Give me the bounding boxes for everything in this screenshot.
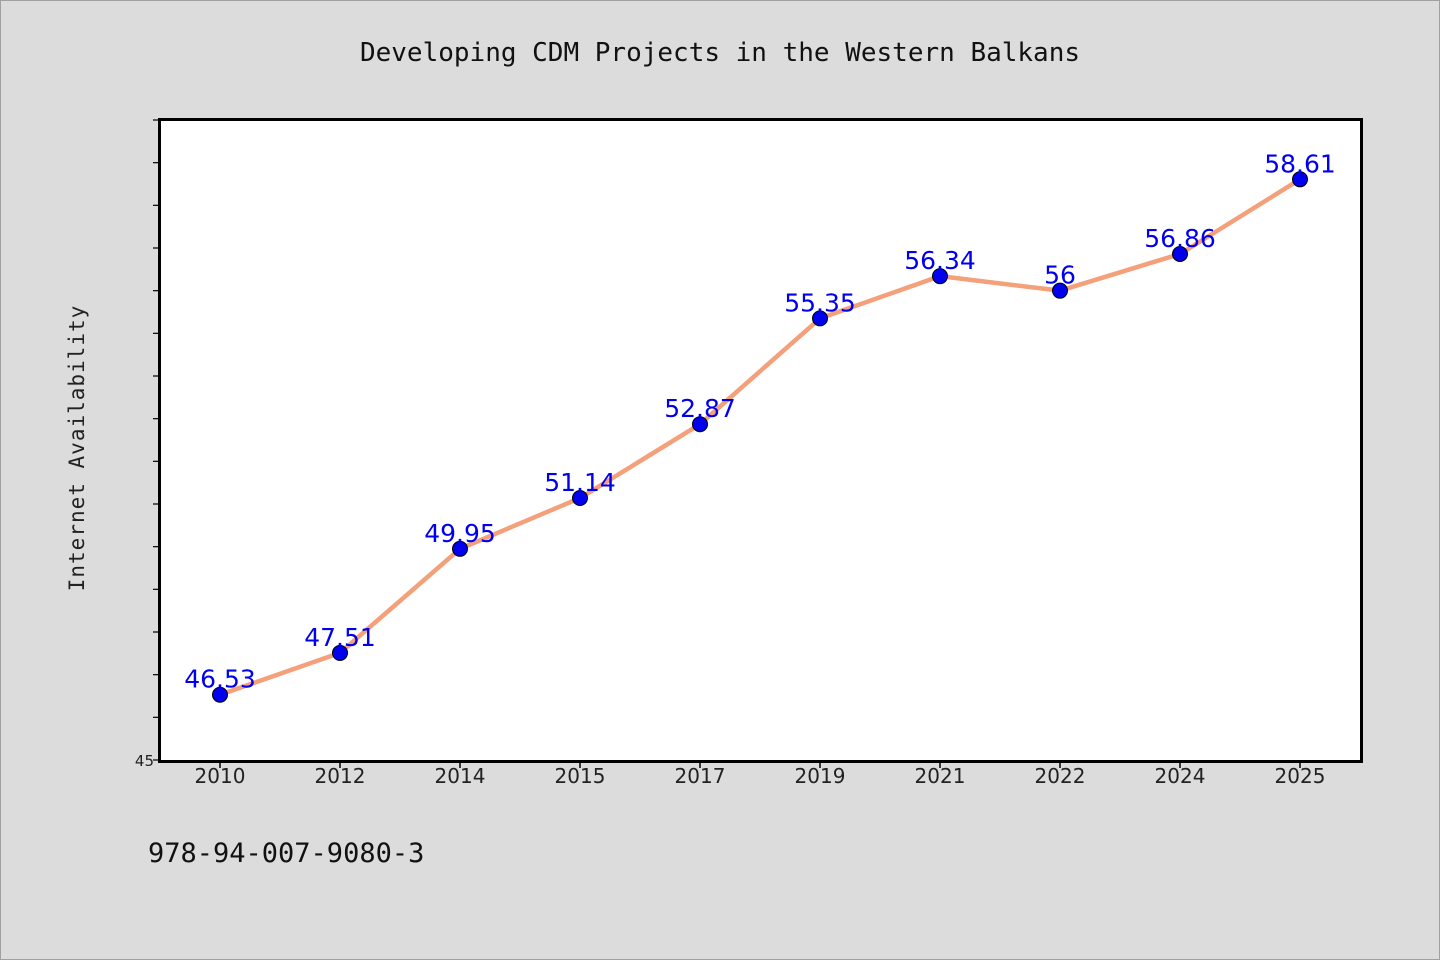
data-point [1292,171,1308,188]
chart-title: Developing CDM Projects in the Western B… [360,38,1080,68]
data-point [812,310,828,327]
y-tick-label: 45 [135,752,154,770]
y-axis-ticks: 45 [135,119,160,770]
data-point [212,686,228,703]
data-label: 46.53 [184,665,256,694]
data-label: 56.86 [1144,224,1216,253]
data-point [1172,245,1188,262]
data-label: 55.35 [784,288,856,317]
data-label: 52.87 [664,394,736,423]
data-label: 51.14 [544,468,616,497]
x-tick-label: 2022 [1035,764,1086,788]
y-axis-label: Internet Availability [65,305,89,592]
data-label: 47.51 [304,623,376,652]
data-point [452,540,468,557]
data-point [932,268,948,285]
x-tick-label: 2017 [675,764,726,788]
data-point [572,490,588,507]
data-label: 49.95 [424,519,496,548]
x-tick-label: 2012 [315,764,366,788]
x-tick-label: 2024 [1155,764,1206,788]
data-label: 56.34 [904,246,976,275]
data-point [332,644,348,661]
data-label: 58.61 [1264,149,1336,178]
x-axis: 2010 2012 2014 2015 2017 2019 2021 2022 2024 2025 [195,760,1326,788]
x-tick-label: 2019 [795,764,846,788]
x-tick-label: 2014 [435,764,486,788]
plot-area [158,118,1363,763]
x-tick-label: 2010 [195,764,246,788]
data-point [1052,282,1068,299]
series-line [217,177,1303,697]
footer-code: 978-94-007-9080-3 [148,838,424,869]
data-label: 56 [1044,261,1076,290]
x-tick-label: 2015 [555,764,606,788]
x-tick-label: 2025 [1275,764,1326,788]
data-point [692,416,708,433]
series-group: 46.53 47.51 49.95 51.14 52.87 55.35 56.34 56 56.… [184,149,1336,703]
x-tick-label: 2021 [915,764,966,788]
